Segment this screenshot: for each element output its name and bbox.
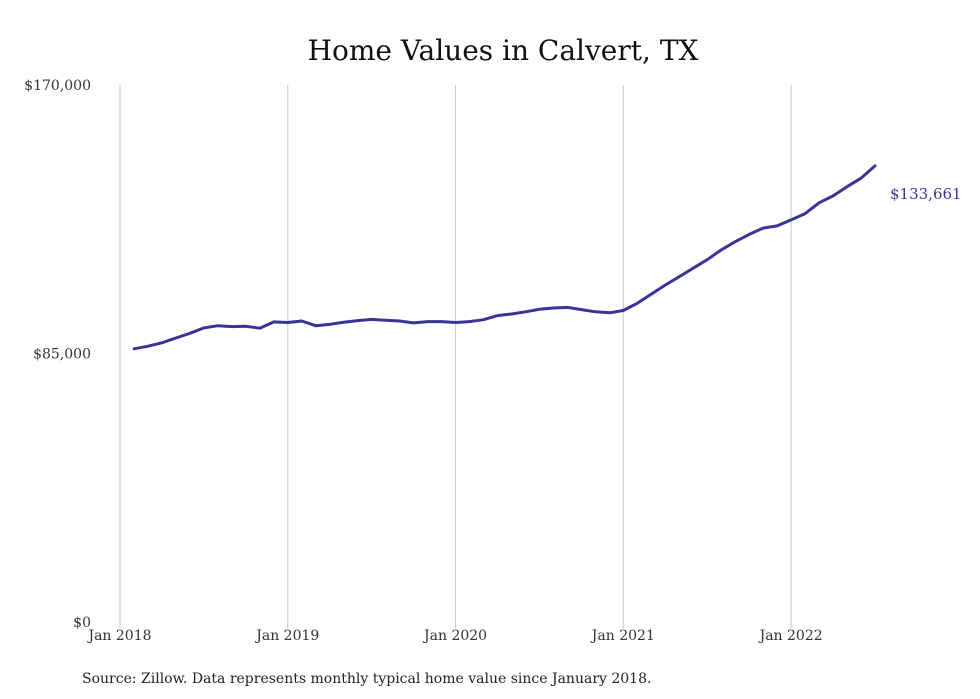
y-tick-label-2: $170,000 [24, 78, 91, 94]
series-line-0 [132, 164, 877, 351]
x-tick-label-4: Jan 2022 [758, 628, 823, 644]
x-axis-ticks: Jan 2018 Jan 2019 Jan 2020 Jan 2021 Jan 2022 [86, 628, 822, 644]
x-tick-label-0: Jan 2018 [86, 628, 151, 644]
source-note: Source: Zillow. Data represents monthly … [82, 671, 651, 687]
y-tick-label-0: $0 [73, 615, 91, 631]
series-layer [132, 164, 877, 351]
chart-title: Home Values in Calvert, TX [308, 34, 699, 67]
x-tick-label-3: Jan 2021 [590, 628, 655, 644]
grid-layer [119, 85, 792, 628]
x-tick-label-2: Jan 2020 [422, 628, 487, 644]
end-value-label: $133,661 [890, 185, 962, 203]
x-tick-label-1: Jan 2019 [254, 628, 319, 644]
y-tick-label-1: $85,000 [33, 347, 91, 363]
y-axis-ticks: $0 $85,000 $170,000 [24, 78, 91, 631]
